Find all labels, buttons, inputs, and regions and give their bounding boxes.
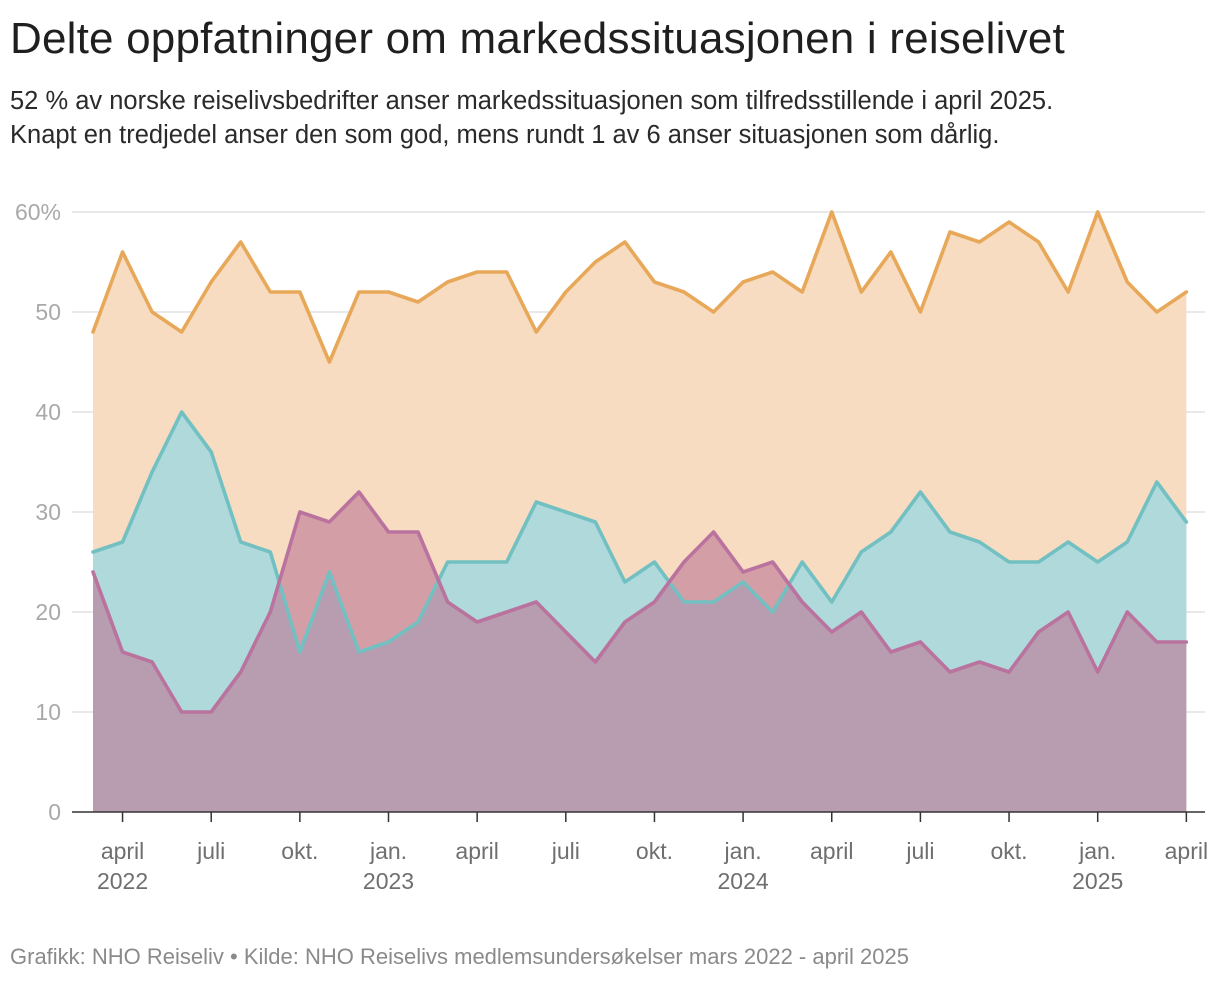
source-footer: Grafikk: NHO Reiseliv • Kilde: NHO Reise… [10,944,909,969]
series-0-line [91,210,1189,364]
x-tick-label: okt. [636,838,673,864]
subtitle-line-1: 52 % av norske reiselivsbedrifter anser … [10,87,1054,115]
x-tick-label: april [810,838,853,864]
x-tick-label: jan. [724,838,762,864]
x-tick-label: april [1165,838,1208,864]
x-tick-year-label: 2024 [718,868,769,894]
y-tick-label: 50 [35,299,61,325]
y-tick-label: 30 [35,499,61,525]
x-tick-year-label: 2022 [97,868,148,894]
y-tick-label: 60% [15,199,61,225]
x-tick-label: april [455,838,498,864]
x-tick-year-label: 2023 [363,868,414,894]
x-tick-label: okt. [991,838,1028,864]
x-tick-label: okt. [281,838,318,864]
subtitle-line-2: Knapt en tredjedel anser den som god, me… [10,121,1000,149]
y-tick-label: 10 [35,699,61,725]
x-tick-year-label: 2025 [1072,868,1123,894]
chart-subtitle: 52 % av norske reiselivsbedrifter anser … [10,84,1210,152]
series-1-line [91,410,1189,654]
x-tick-label: jan. [369,838,407,864]
series-2-area [93,492,1187,812]
x-tick-label: april [101,838,144,864]
chart-title: Delte oppfatninger om markedssituasjonen… [10,14,1065,63]
x-tick-label: juli [196,838,225,864]
series-2-line [91,490,1189,714]
y-tick-label: 0 [48,799,61,825]
y-tick-label: 20 [35,599,61,625]
x-tick-label: jan. [1078,838,1116,864]
x-tick-label: juli [905,838,934,864]
y-tick-label: 40 [35,399,61,425]
x-tick-label: juli [551,838,580,864]
